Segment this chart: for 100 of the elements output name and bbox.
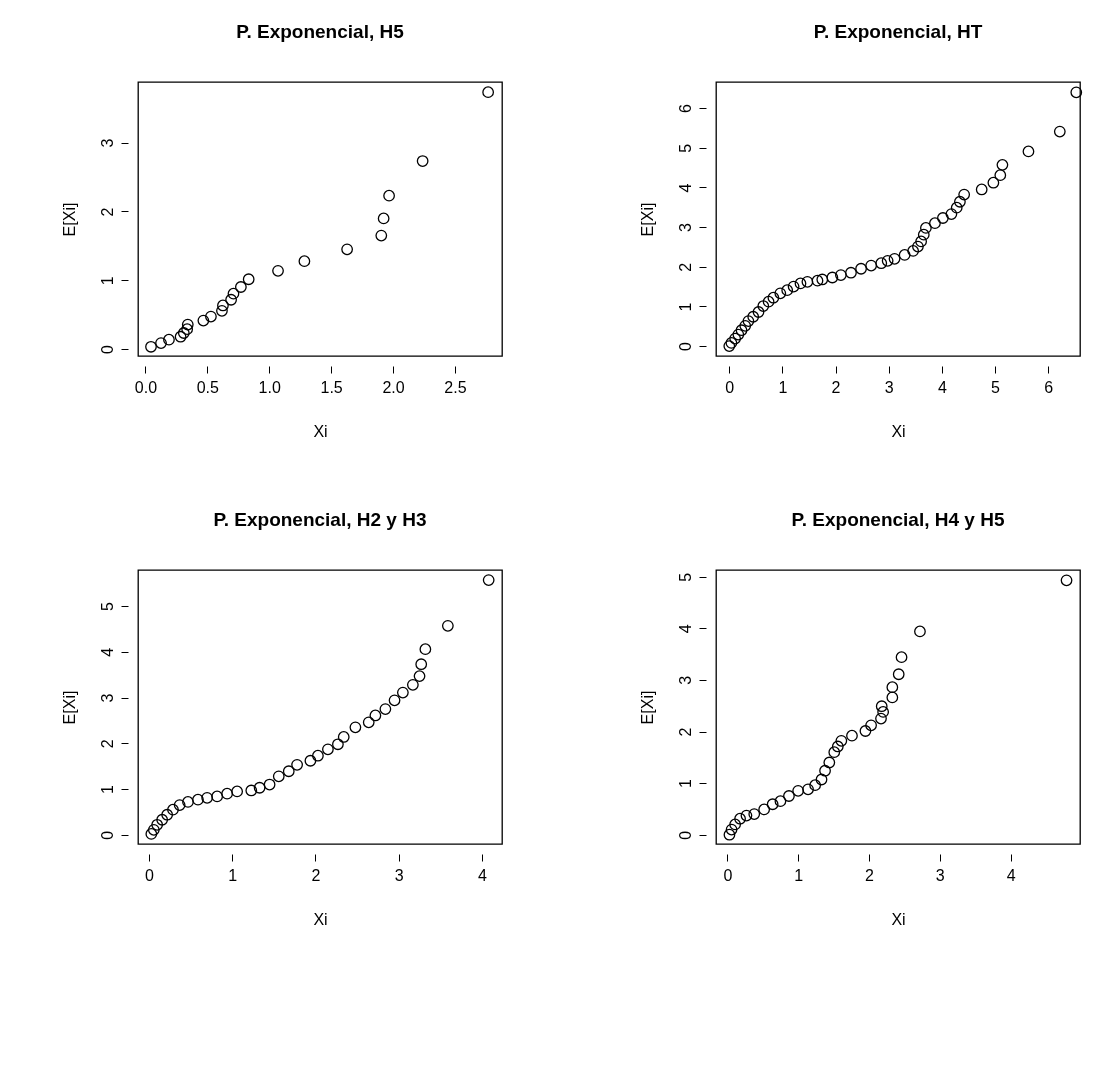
- point: [781, 284, 794, 297]
- point: [846, 729, 858, 742]
- point: [723, 828, 736, 841]
- point: [242, 273, 255, 286]
- point: [221, 787, 234, 800]
- y-axis-title: E[Xi]: [638, 690, 656, 725]
- point: [877, 706, 890, 718]
- point: [945, 208, 958, 220]
- point: [729, 332, 742, 345]
- point: [234, 281, 247, 293]
- y-tick-label: 0: [676, 342, 694, 352]
- point: [419, 643, 432, 656]
- y-tick-label: 1: [676, 779, 694, 789]
- point: [801, 275, 814, 288]
- point: [482, 86, 495, 99]
- point: [835, 734, 848, 747]
- y-tick-label: 4: [676, 624, 694, 634]
- x-tick-label: 0: [725, 378, 735, 396]
- y-tick-label: 0: [98, 345, 116, 355]
- x-tick-label: 3: [394, 866, 404, 884]
- point: [819, 764, 831, 777]
- point: [834, 269, 847, 281]
- point: [865, 259, 878, 272]
- y-tick-label: 2: [98, 207, 116, 217]
- point: [774, 795, 787, 808]
- point: [725, 823, 738, 836]
- point: [774, 287, 787, 300]
- x-tick-label: 1.5: [320, 378, 343, 396]
- x-tick-label: 4: [1006, 866, 1016, 884]
- point: [174, 330, 187, 343]
- y-tick-label: 5: [98, 602, 116, 612]
- point: [161, 808, 174, 821]
- y-tick-label: 4: [98, 647, 116, 657]
- point: [747, 310, 760, 323]
- x-tick-label: 1: [794, 866, 804, 884]
- point: [369, 709, 382, 722]
- point: [211, 790, 224, 803]
- point: [816, 273, 829, 286]
- point: [383, 189, 395, 202]
- point: [907, 245, 920, 257]
- point: [201, 791, 214, 804]
- point: [826, 271, 839, 284]
- point: [155, 337, 167, 349]
- point: [413, 670, 426, 683]
- x-tick-label: 2: [311, 866, 321, 884]
- point: [197, 314, 210, 327]
- point: [954, 195, 966, 208]
- y-tick-label: 0: [98, 830, 116, 840]
- point: [875, 257, 888, 270]
- point: [828, 746, 841, 759]
- x-tick-label: 3: [935, 866, 945, 884]
- point: [416, 155, 429, 167]
- y-tick-label: 5: [676, 143, 694, 153]
- point: [379, 703, 392, 715]
- point: [151, 818, 164, 831]
- point: [875, 700, 888, 713]
- point: [783, 790, 795, 802]
- point: [167, 803, 179, 816]
- y-tick-label: 1: [676, 302, 694, 312]
- x-tick-label: 6: [1044, 378, 1054, 396]
- point: [145, 340, 157, 353]
- point: [845, 266, 857, 279]
- y-tick-label: 2: [98, 739, 116, 749]
- point: [875, 712, 887, 725]
- point: [881, 254, 894, 267]
- point: [914, 625, 926, 638]
- point: [388, 694, 401, 707]
- point: [732, 328, 745, 341]
- point: [792, 784, 805, 797]
- point: [811, 274, 824, 287]
- point: [231, 785, 244, 798]
- y-tick-label: 1: [98, 785, 116, 795]
- point: [886, 691, 899, 704]
- point: [929, 217, 941, 230]
- point: [177, 327, 190, 339]
- point: [987, 176, 1000, 189]
- point: [253, 781, 266, 794]
- point: [272, 770, 285, 783]
- point: [291, 758, 303, 771]
- point: [1070, 86, 1083, 99]
- x-axis-title: Xi: [891, 422, 906, 440]
- point: [245, 784, 258, 797]
- point: [996, 158, 1009, 171]
- x-axis-title: Xi: [313, 422, 328, 440]
- x-tick-label: 5: [991, 378, 1001, 396]
- point: [163, 333, 175, 346]
- y-tick-label: 3: [98, 693, 116, 703]
- point: [734, 812, 746, 825]
- point: [802, 783, 814, 796]
- y-tick-label: 6: [676, 104, 694, 114]
- point: [752, 306, 765, 318]
- point: [823, 756, 836, 769]
- point: [227, 287, 240, 300]
- point: [217, 299, 229, 312]
- point: [147, 823, 160, 836]
- point: [758, 803, 771, 816]
- x-tick-label: 0.5: [196, 378, 220, 396]
- point: [332, 738, 344, 751]
- point: [735, 324, 748, 337]
- point: [809, 779, 822, 792]
